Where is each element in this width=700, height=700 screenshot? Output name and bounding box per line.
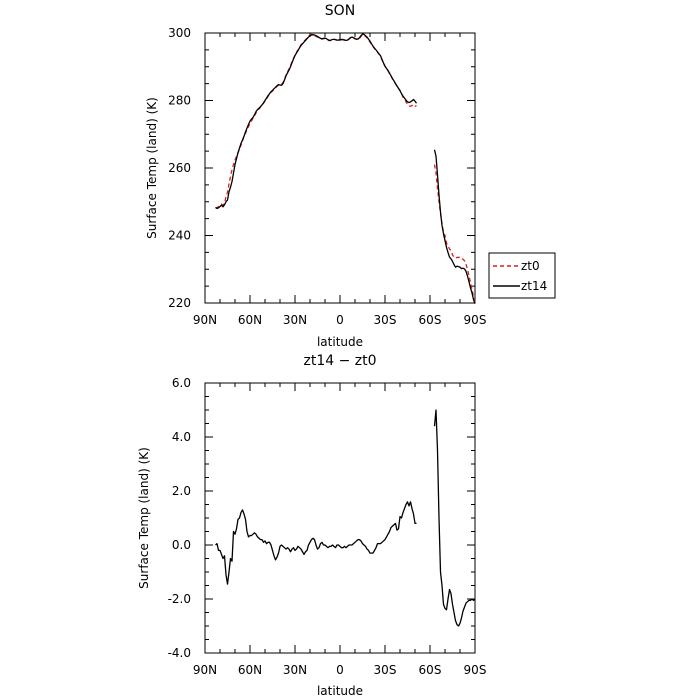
legend-label-zt0: zt0 [521,259,540,273]
top-y-tick-label: 300 [168,26,191,40]
top-x-tick-label: 30S [374,313,397,327]
top-y-tick-label: 260 [168,161,191,175]
bottom-panel-difference: zt14 − zt0 -4.0 -2.0 0.0 2.0 4.0 6.0 90N 60N 30… [137,353,486,698]
bottom-y-tick-label: 2.0 [172,484,191,498]
bottom-y-ticks: -4.0 -2.0 0.0 2.0 4.0 6.0 [168,376,475,660]
top-series-line-zt14 [215,33,418,210]
top-series-line-zt14 [433,149,476,304]
bottom-x-axis-label: latitude [317,684,363,698]
bottom-x-ticks: 90N 60N 30N 0 30S 60S 90S [193,383,487,677]
bottom-x-tick-label: 30N [283,663,307,677]
bottom-y-tick-label: 6.0 [172,376,191,390]
bottom-series-lines [215,409,476,627]
bottom-x-tick-label: 0 [336,663,344,677]
bottom-x-tick-label: 60S [419,663,442,677]
legend-box [488,252,556,299]
bottom-series-line-series-0 [215,501,417,585]
top-y-ticks: 220 240 260 280 300 [168,26,475,310]
bottom-panel-title: zt14 − zt0 [303,353,376,369]
legend-label-zt14: zt14 [521,279,547,293]
legend: zt0 zt14 [488,252,556,299]
bottom-x-tick-label: 60N [238,663,262,677]
top-y-tick-label: 240 [168,229,191,243]
top-y-tick-label: 280 [168,94,191,108]
top-x-tick-label: 30N [283,313,307,327]
top-series-lines [215,33,476,304]
top-x-ticks: 90N 60N 30N 0 30S 60S 90S [193,33,487,327]
top-x-tick-label: 90N [193,313,217,327]
top-x-axis-label: latitude [317,335,363,349]
top-panel-title: SON [325,3,355,19]
top-x-tick-label: 90S [464,313,487,327]
bottom-y-tick-label: 0.0 [172,538,191,552]
top-x-tick-label: 0 [336,313,344,327]
top-series-line-zt0 [433,164,476,303]
top-x-tick-label: 60N [238,313,262,327]
bottom-y-axis-label: Surface Temp (land) (K) [137,447,151,589]
top-y-tick-label: 220 [168,296,191,310]
bottom-x-tick-label: 90S [464,663,487,677]
bottom-y-tick-label: -2.0 [168,592,191,606]
bottom-y-tick-label: 4.0 [172,430,191,444]
top-y-axis-label: Surface Temp (land) (K) [145,97,159,239]
bottom-series-line-series-0 [433,409,476,627]
bottom-x-tick-label: 30S [374,663,397,677]
top-x-tick-label: 60S [419,313,442,327]
bottom-y-tick-label: -4.0 [168,646,191,660]
bottom-x-tick-label: 90N [193,663,217,677]
top-series-line-zt0 [215,33,417,209]
